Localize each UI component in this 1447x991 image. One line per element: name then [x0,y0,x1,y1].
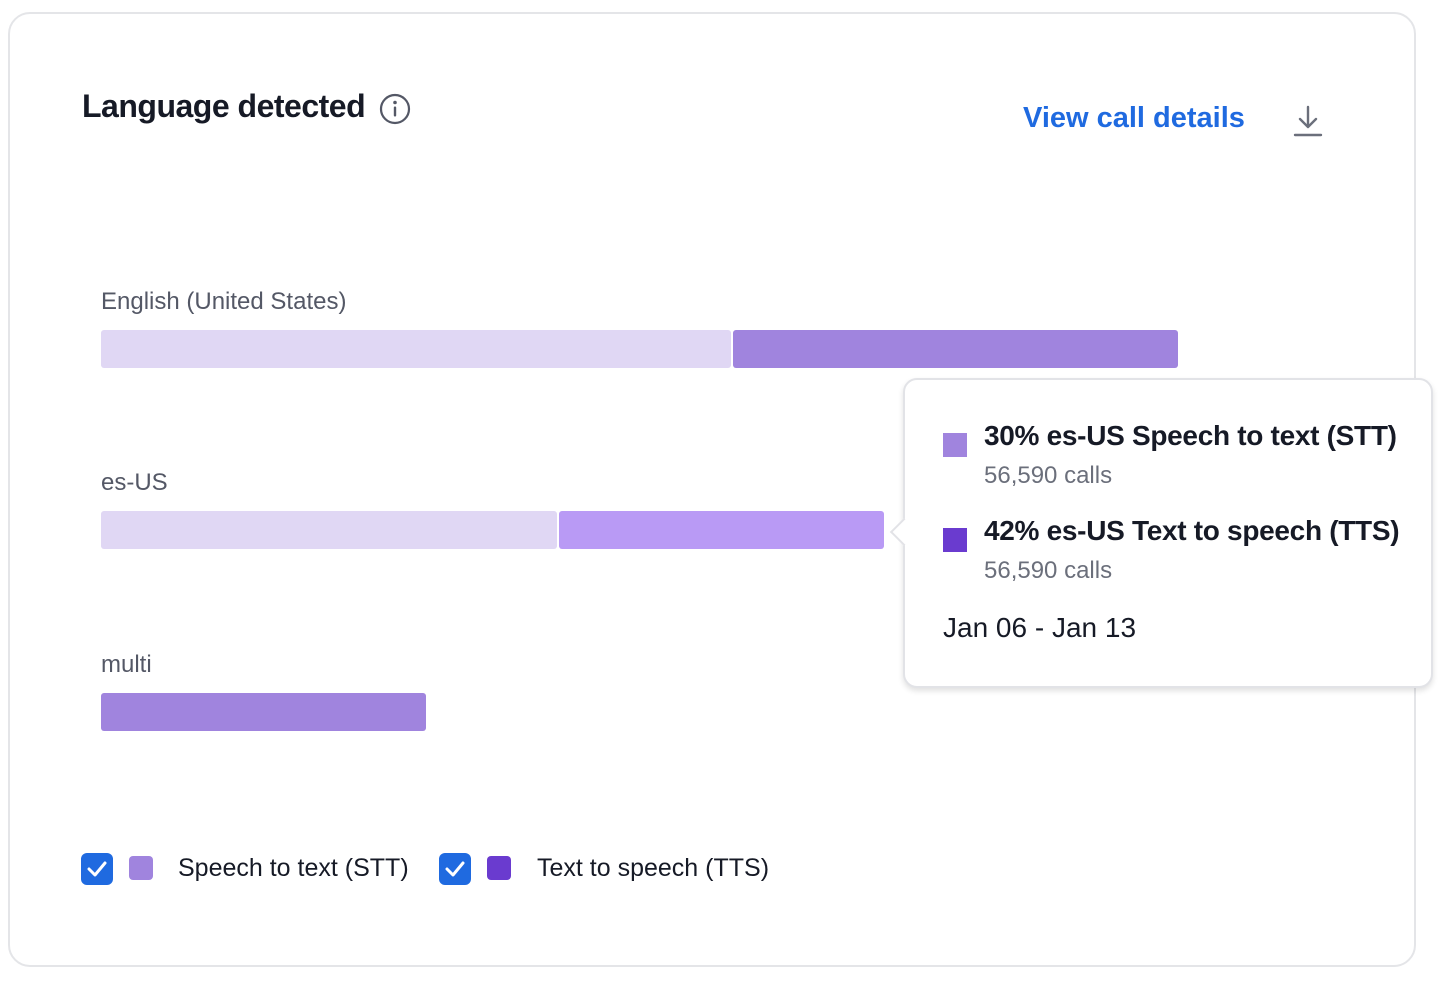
card-title: Language detected [82,88,366,124]
bar-track [101,511,1201,549]
bar-segment-tts[interactable] [733,330,1179,368]
bar-segment-stt[interactable] [101,330,732,368]
download-icon[interactable] [1292,104,1324,138]
tooltip-tts-swatch [943,528,967,552]
tts-legend-label: Text to speech (TTS) [537,854,770,882]
bar-category-label: multi [101,651,152,678]
checkmark-icon [445,861,465,877]
stt-legend-label: Speech to text (STT) [178,854,409,882]
bar-segment-stt[interactable] [101,511,557,549]
tooltip-date-range: Jan 06 - Jan 13 [943,612,1137,643]
bar-category-label: English (United States) [101,288,347,315]
tts-checkbox[interactable] [439,853,471,885]
stt-checkbox[interactable] [81,853,113,885]
info-circle-icon[interactable] [379,93,411,125]
bar-segment-tts[interactable] [558,511,884,549]
tooltip-stt-calls: 56,590 calls [984,462,1113,489]
view-call-details-link[interactable]: View call details [1023,102,1245,134]
tooltip-tts-title: 42% es-US Text to speech (TTS) [984,515,1400,546]
bar-category-label: es-US [101,469,168,496]
tooltip-stt-title: 30% es-US Speech to text (STT) [984,420,1397,451]
chart-tooltip: 30% es-US Speech to text (STT) 56,590 ca… [889,378,1433,688]
checkmark-icon [87,861,107,877]
bar-track [101,330,1201,368]
stt-legend-swatch [129,856,153,880]
tooltip-tts-calls: 56,590 calls [984,557,1113,584]
bar-segment-tts[interactable] [101,693,426,731]
bar-track [101,693,1201,731]
tooltip-stt-swatch [943,433,967,457]
tts-legend-swatch [487,856,511,880]
